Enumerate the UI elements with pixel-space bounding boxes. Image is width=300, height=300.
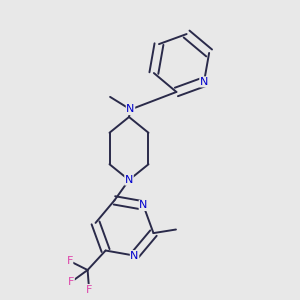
Text: F: F	[68, 277, 74, 287]
Text: N: N	[125, 175, 133, 185]
Text: F: F	[66, 256, 73, 266]
Text: N: N	[130, 250, 139, 261]
Text: N: N	[200, 77, 208, 87]
Text: N: N	[139, 200, 148, 211]
Text: N: N	[126, 104, 135, 115]
Text: F: F	[86, 284, 92, 295]
